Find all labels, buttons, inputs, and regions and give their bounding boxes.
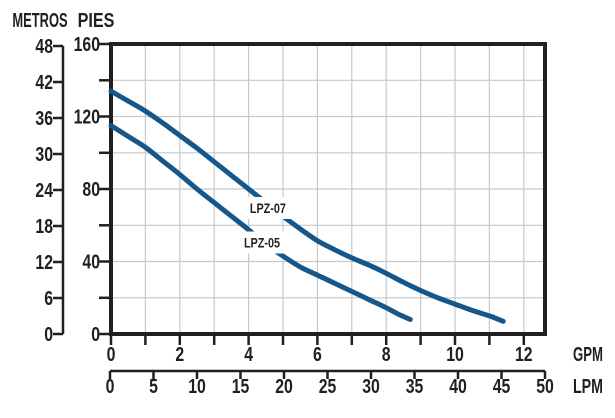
lpm-unit-label: LPM <box>573 376 603 398</box>
pump-curve-lpz-07 <box>108 88 506 324</box>
gpm-tick-label: 0 <box>107 344 116 366</box>
pies-tick-label: 120 <box>74 107 100 129</box>
gpm-tick-label: 4 <box>244 344 253 366</box>
lpm-tick-label: 15 <box>232 376 250 398</box>
pies-header: PIES <box>78 10 115 32</box>
metros-tick-label: 0 <box>44 324 53 346</box>
pies-tick-label: 0 <box>91 324 100 346</box>
gpm-tick-label: 12 <box>515 344 533 366</box>
lpm-tick-label: 35 <box>406 376 424 398</box>
pies-tick-label: 80 <box>82 179 100 201</box>
pies-tick-label: 160 <box>74 34 100 56</box>
gpm-tick-label: 8 <box>382 344 391 366</box>
gpm-axis: 0 2 4 6 8 10 12 GPM <box>107 336 603 366</box>
pies-axis: 0 40 80 120 160 <box>74 34 110 346</box>
lpm-tick-label: 0 <box>106 376 115 398</box>
pies-tick-label: 40 <box>82 252 100 274</box>
gpm-tick-label: 2 <box>175 344 184 366</box>
gpm-tick-label: 10 <box>446 344 464 366</box>
lpm-tick-label: 45 <box>493 376 511 398</box>
metros-header: METROS <box>12 10 67 32</box>
pump-curves <box>108 88 506 324</box>
lpm-axis: 0 5 10 15 20 25 30 35 40 45 50 LPM <box>106 369 603 398</box>
metros-tick-label: 30 <box>35 144 53 166</box>
curve-label-text: LPZ-07 <box>250 200 286 216</box>
gpm-unit-label: GPM <box>573 344 603 366</box>
gpm-tick-label: 6 <box>313 344 322 366</box>
curve-label-backdrop <box>238 231 286 254</box>
metros-axis: 0 6 12 18 24 30 36 42 48 <box>35 36 65 346</box>
metros-tick-label: 36 <box>35 108 53 130</box>
lpm-tick-label: 50 <box>536 376 554 398</box>
lpm-tick-label: 30 <box>362 376 380 398</box>
metros-tick-label: 18 <box>35 216 53 238</box>
metros-tick-label: 12 <box>35 252 53 274</box>
lpm-tick-label: 25 <box>319 376 337 398</box>
metros-tick-label: 24 <box>35 180 53 202</box>
curve-label-lpz-05: LPZ-05 <box>238 231 286 254</box>
curve-label-lpz-07: LPZ-07 <box>243 197 292 219</box>
lpm-tick-label: 40 <box>449 376 467 398</box>
plot-border <box>109 42 547 336</box>
metros-tick-label: 48 <box>35 36 53 58</box>
lpm-tick-label: 10 <box>188 376 206 398</box>
axis-headers: METROS PIES <box>12 10 114 32</box>
grid <box>113 46 543 332</box>
metros-tick-label: 6 <box>44 288 53 310</box>
pump-curve-lpz-05 <box>108 123 413 322</box>
lpm-tick-label: 5 <box>149 376 158 398</box>
metros-tick-label: 42 <box>35 72 53 94</box>
curve-label-text: LPZ-05 <box>244 235 280 251</box>
lpm-tick-label: 20 <box>275 376 293 398</box>
curve-label-backdrop <box>243 197 292 219</box>
plot-frame <box>109 42 547 336</box>
